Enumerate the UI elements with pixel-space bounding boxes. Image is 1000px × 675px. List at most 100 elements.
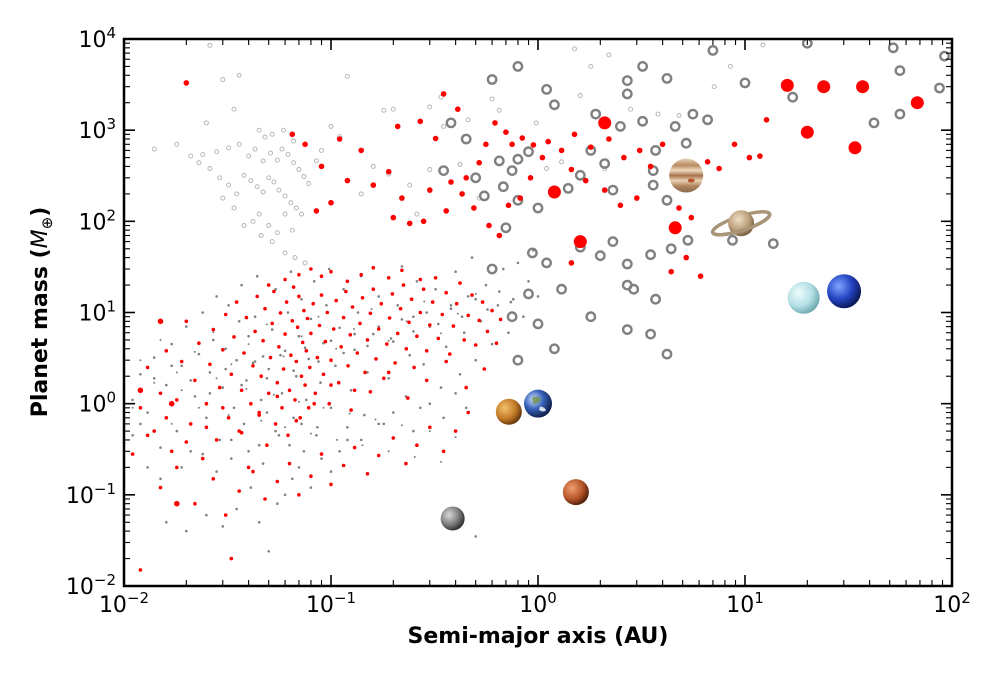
data-point (344, 289, 348, 294)
data-point (349, 408, 353, 412)
data-point (246, 153, 252, 159)
solar-system-planets (440, 158, 862, 531)
data-point (523, 288, 534, 300)
data-point (448, 179, 454, 185)
data-point (338, 450, 341, 453)
data-point (512, 153, 524, 165)
data-point (282, 250, 288, 256)
planet-disc (524, 389, 552, 418)
data-point (359, 272, 364, 277)
data-point (240, 283, 243, 287)
data-point (276, 502, 279, 506)
mars-icon (562, 479, 589, 506)
data-point (145, 433, 150, 438)
data-point (353, 348, 356, 352)
data-point (556, 283, 567, 295)
y-tick-label: 101 (78, 298, 116, 327)
data-point (371, 265, 376, 270)
data-point (382, 422, 386, 426)
data-point (507, 331, 510, 335)
data-point (257, 413, 262, 417)
data-point (404, 461, 408, 466)
data-point (158, 391, 163, 396)
data-point (316, 426, 319, 429)
data-point (509, 300, 513, 304)
data-point (659, 141, 666, 148)
data-point (727, 63, 733, 69)
data-point (297, 466, 301, 469)
data-point (704, 159, 711, 165)
tick-base: 10 (78, 210, 106, 235)
data-point (470, 256, 474, 259)
planet-disc (827, 274, 862, 309)
data-point (346, 438, 349, 442)
data-point (336, 438, 339, 441)
data-point (352, 328, 355, 330)
data-point (297, 400, 300, 403)
data-point (449, 307, 453, 311)
data-point (301, 174, 307, 179)
jupiter-icon (669, 158, 704, 193)
data-point (305, 316, 310, 321)
data-point (489, 96, 495, 102)
data-point (175, 371, 178, 374)
data-point (263, 306, 267, 311)
data-point (547, 185, 561, 199)
data-point (217, 385, 222, 390)
data-points (130, 39, 950, 572)
data-point (607, 236, 619, 248)
y-tick-label: 102 (78, 206, 116, 235)
data-point (353, 332, 356, 336)
series-medium-filled-red (137, 80, 770, 507)
data-point (319, 452, 324, 456)
data-point (257, 410, 262, 415)
data-point (246, 465, 251, 470)
data-point (506, 165, 518, 177)
data-point (240, 383, 243, 387)
data-point (496, 304, 500, 307)
data-point (204, 401, 209, 406)
data-point (220, 195, 226, 201)
data-point (387, 377, 391, 380)
data-point (536, 295, 540, 298)
data-point (212, 331, 215, 334)
data-point (285, 152, 291, 158)
data-point (470, 293, 474, 297)
data-point (280, 392, 284, 395)
saturn-icon (710, 210, 772, 237)
data-point (682, 234, 694, 246)
data-point (473, 343, 478, 347)
data-point (517, 195, 523, 201)
data-point (242, 351, 246, 355)
data-point (152, 377, 156, 380)
data-point (395, 331, 400, 336)
data-point (355, 351, 360, 355)
data-point (676, 113, 682, 118)
data-point (303, 346, 307, 350)
data-point (291, 477, 294, 481)
tick-exponent: 2 (106, 206, 116, 224)
data-point (498, 317, 503, 322)
data-point (265, 411, 269, 414)
data-point (371, 287, 376, 292)
data-point (365, 338, 370, 342)
data-point (628, 283, 640, 295)
data-point (585, 311, 597, 323)
data-point (300, 335, 303, 338)
x-tick-label: 101 (726, 589, 764, 618)
data-point (204, 425, 209, 430)
data-point (296, 167, 302, 172)
data-point (297, 294, 301, 299)
data-point (428, 323, 432, 327)
x-tick-label: 100 (519, 589, 557, 618)
data-point (377, 325, 381, 328)
data-point (309, 432, 312, 435)
data-point (227, 414, 230, 417)
data-point (438, 94, 444, 100)
data-point (274, 287, 277, 291)
data-point (308, 365, 312, 370)
data-point (425, 311, 429, 314)
data-point (252, 146, 258, 152)
data-point (645, 328, 656, 340)
data-point (294, 359, 299, 364)
